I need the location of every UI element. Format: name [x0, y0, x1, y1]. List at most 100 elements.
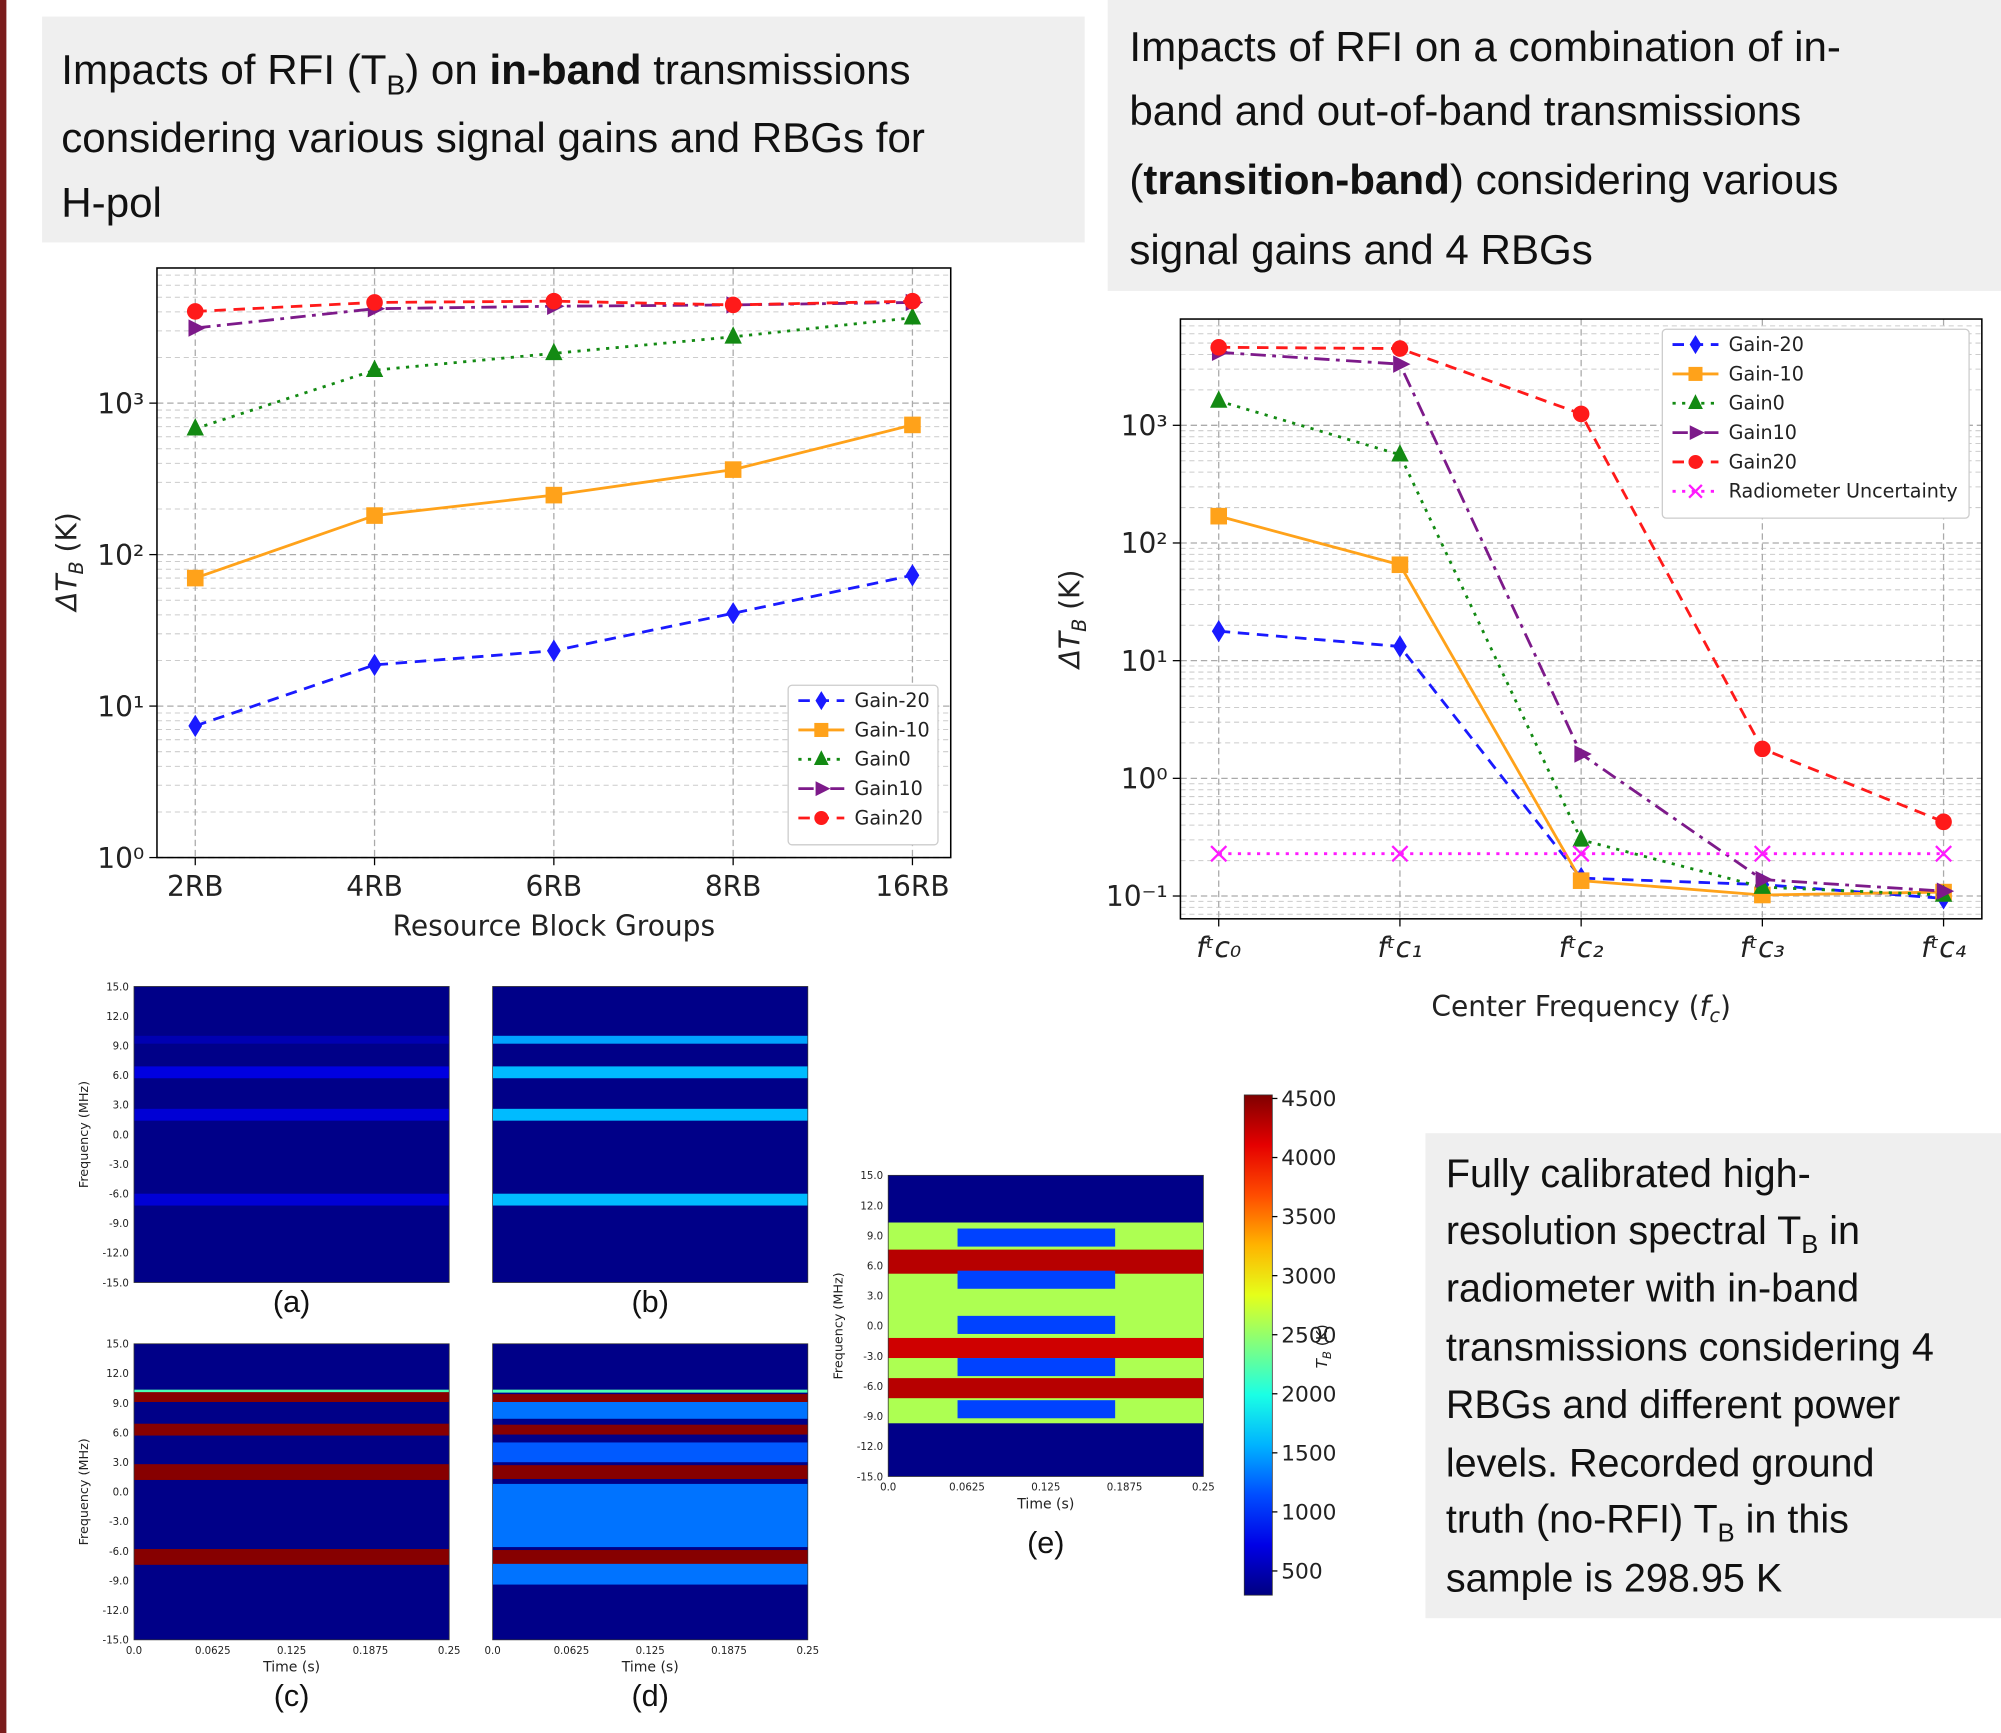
x-tick-label: 0.25	[1192, 1483, 1215, 1494]
spectral-band	[134, 1035, 450, 1044]
legend-label: Gain-20	[1729, 333, 1804, 356]
spectral-band	[492, 1193, 808, 1206]
spectral-band	[492, 1465, 808, 1479]
x-tick-label: fᵗc₂	[1559, 931, 1604, 964]
legend-label: Gain10	[1729, 421, 1797, 444]
spectral-band	[492, 1562, 808, 1585]
marker	[1393, 355, 1411, 373]
spectrogram-frame	[133, 1343, 450, 1641]
spectrogram-frame	[887, 1174, 1204, 1477]
y-tick-label: -12.0	[103, 1249, 129, 1260]
y-tick-label: 6.0	[113, 1428, 129, 1439]
marker	[1572, 405, 1590, 423]
marker	[813, 750, 829, 766]
legend-box	[1661, 328, 1970, 519]
x-axis-label: Time (s)	[262, 1660, 320, 1676]
marker	[1210, 390, 1228, 408]
spectral-band	[888, 1249, 1204, 1274]
x-axis-label: Time (s)	[621, 1660, 679, 1676]
y-tick-label: 10²	[97, 539, 144, 572]
marker	[904, 292, 921, 310]
y-tick-label: -3.0	[109, 1517, 129, 1528]
marker	[546, 639, 561, 662]
marker	[1688, 394, 1703, 410]
panel-caption: (c)	[274, 1679, 310, 1713]
colorbar-tick-label: 1500	[1281, 1441, 1336, 1466]
box-text: Fully calibrated high- resolution spectr…	[1446, 1152, 1945, 1601]
colorbar-tick-label: 4500	[1281, 1087, 1336, 1112]
panel-caption: (d)	[631, 1679, 668, 1713]
spectral-band	[888, 1378, 1204, 1399]
text: B	[1068, 619, 1091, 632]
marker	[1210, 339, 1228, 356]
colorbar	[1243, 1094, 1273, 1596]
legend-label: Radiometer Uncertainty	[1729, 480, 1958, 503]
marker	[545, 342, 563, 361]
spectral-band	[957, 1315, 1116, 1334]
colorbar-label: TB (K)	[1313, 1324, 1334, 1368]
marker	[1572, 872, 1590, 889]
spectral-band	[492, 1035, 808, 1044]
y-tick-label: -6.0	[109, 1190, 129, 1201]
y-tick-label: -9.0	[109, 1219, 129, 1230]
text: ) considering various	[1450, 156, 1839, 203]
marker	[1393, 635, 1407, 658]
x-tick-label: 0.1875	[353, 1646, 389, 1657]
y-tick-label: 15.0	[106, 982, 129, 993]
marker	[545, 292, 563, 310]
text: B	[386, 69, 405, 100]
x-tick-label: 0.25	[796, 1646, 819, 1657]
y-tick-label: 9.0	[113, 1399, 129, 1410]
marker	[1689, 335, 1702, 355]
spectrogram-background	[492, 986, 808, 1283]
x-tick-label: 0.1875	[1107, 1483, 1143, 1494]
text: RBGs and different power	[1446, 1383, 1900, 1427]
x-tick-label: 0.0	[484, 1646, 500, 1657]
marker	[186, 303, 204, 320]
marker	[188, 714, 203, 738]
x-tick-label: 0.125	[1031, 1483, 1060, 1494]
x-tick-label: 0.0625	[949, 1483, 985, 1494]
colorbar-tick-label: 3000	[1281, 1264, 1336, 1289]
y-tick-label: 9.0	[113, 1041, 129, 1052]
text: T	[1313, 1357, 1331, 1368]
spectral-band	[134, 1389, 450, 1393]
x-axis-label: Resource Block Groups	[393, 909, 715, 942]
marker	[366, 507, 383, 524]
y-tick-label: 10⁰	[1121, 763, 1168, 796]
side-bar	[0, 0, 7, 1733]
y-axis-label: ΔTB (K)	[51, 512, 88, 613]
text: transmissions considering 4	[1446, 1325, 1934, 1369]
spectral-band	[134, 1549, 450, 1565]
x-tick-label: fᵗc₁	[1378, 931, 1423, 964]
y-tick-label: 12.0	[860, 1201, 883, 1212]
marker	[1936, 882, 1955, 900]
box-text: Impacts of RFI on a combination of in- b…	[1129, 23, 1852, 273]
spectrogram-frame	[133, 986, 450, 1283]
y-tick-label: -15.0	[103, 1636, 129, 1647]
y-axis-label: Frequency (MHz)	[77, 1081, 92, 1188]
panel-caption: (b)	[631, 1285, 668, 1319]
x-tick-label: 16RB	[875, 870, 949, 903]
legend-label: Gain-10	[1729, 362, 1804, 385]
panel-caption: (e)	[1027, 1526, 1064, 1560]
text: levels. Recorded ground	[1446, 1441, 1875, 1485]
marker	[1688, 454, 1703, 469]
x-tick-label: 0.125	[277, 1646, 306, 1657]
marker	[1754, 740, 1771, 758]
x-axis-label: Time (s)	[1016, 1496, 1074, 1512]
marker	[1210, 507, 1228, 525]
y-tick-label: 12.0	[106, 1012, 129, 1023]
y-tick-label: 0.0	[867, 1322, 883, 1333]
text: signal gains and 4 RBGs	[1129, 226, 1592, 273]
marker	[366, 294, 383, 311]
spectral-band	[957, 1270, 1116, 1289]
colorbar-tick-label: 2000	[1281, 1382, 1336, 1407]
spectral-band	[957, 1400, 1116, 1419]
marker	[1688, 366, 1703, 381]
marker	[1753, 845, 1771, 863]
marker	[1211, 620, 1226, 643]
text: )	[1720, 990, 1731, 1023]
box-text: Impacts of RFI (TB) on in-band transmiss…	[61, 46, 936, 226]
y-tick-label: -6.0	[863, 1382, 883, 1393]
